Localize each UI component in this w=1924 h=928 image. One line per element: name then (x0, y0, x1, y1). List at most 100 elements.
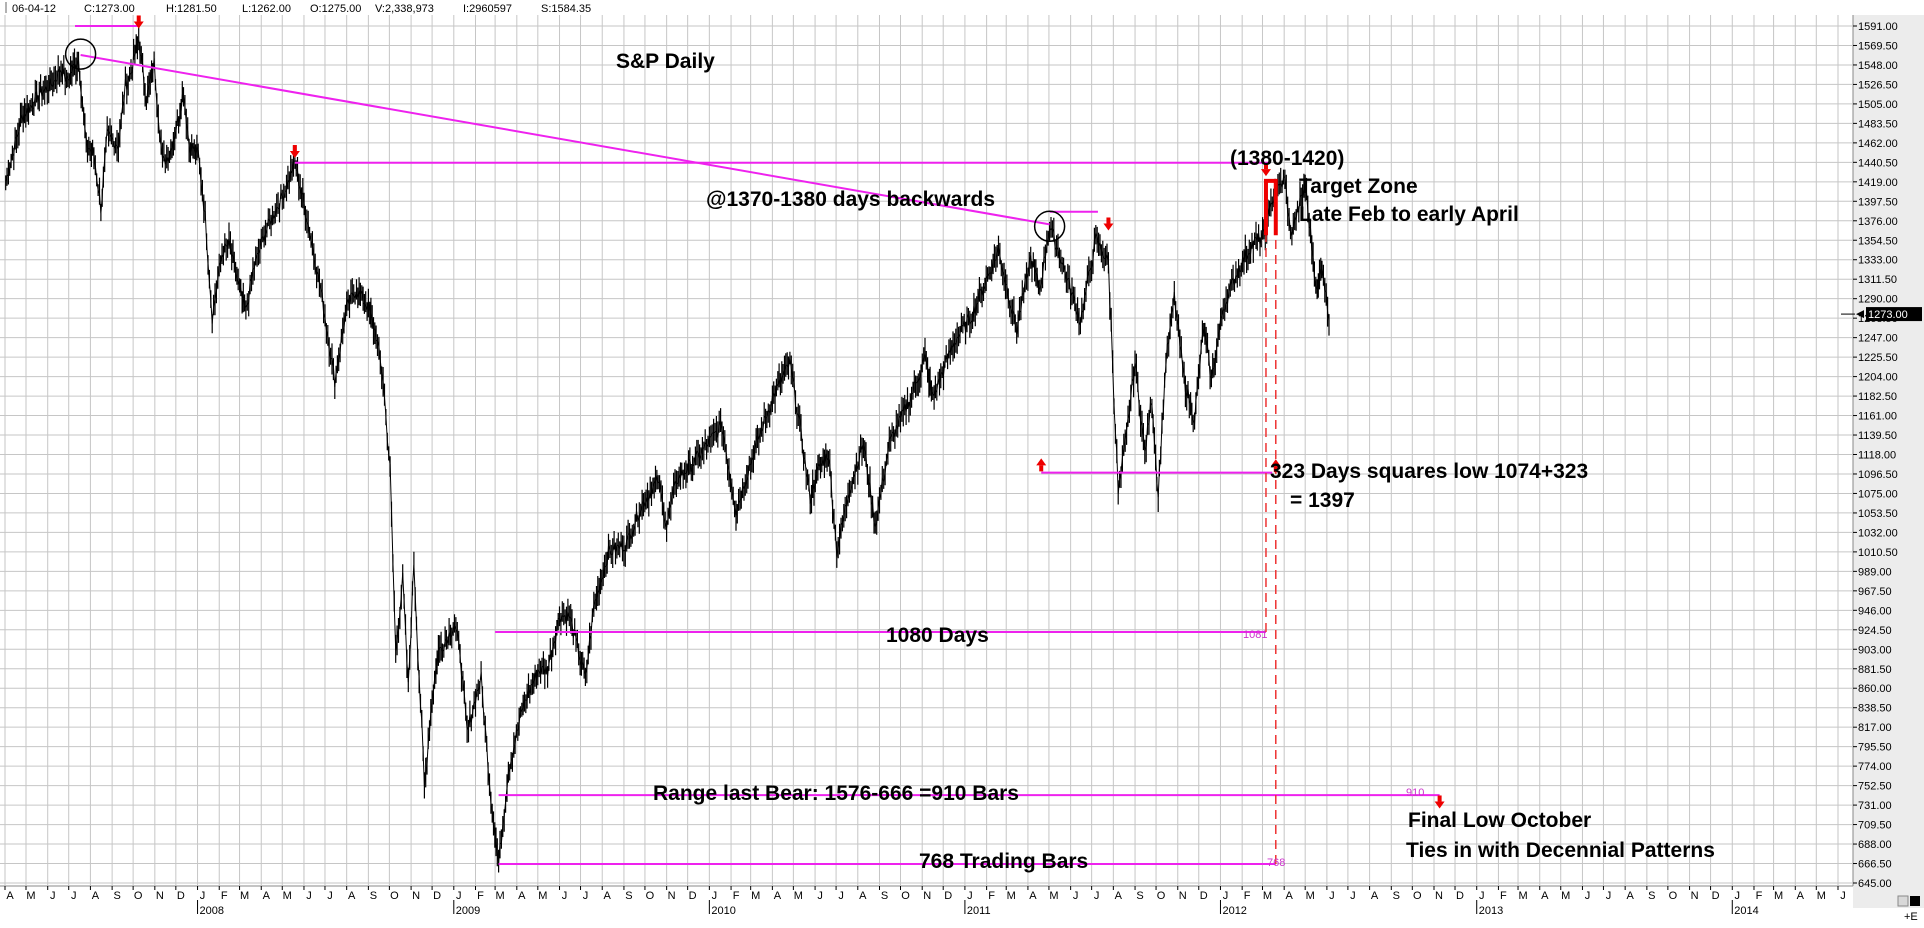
month-tick-label: N (1435, 890, 1443, 902)
year-tick-label: 2012 (1222, 905, 1246, 917)
month-tick-label: F (1244, 890, 1251, 902)
price-axis: 1591.00 1569.50 1548.00 1526.50 1505.00 1483.… (1853, 21, 1898, 890)
month-tick-label: A (774, 890, 782, 902)
month-tick-label: J (1585, 890, 1591, 902)
annotation-target-zone: Target Zone (1299, 175, 1418, 198)
month-tick-label: D (1456, 890, 1464, 902)
month-tick-label: F (733, 890, 740, 902)
month-tick-label: A (1626, 890, 1634, 902)
price-tick-label: 645.00 (1858, 878, 1892, 890)
markers (64, 15, 1855, 809)
price-tick-label: 1075.00 (1858, 488, 1898, 500)
month-tick-label: A (6, 890, 14, 902)
year-tick-label: 2008 (200, 905, 224, 917)
annotation-323-days: 323 Days squares low 1074+323 (1270, 460, 1588, 483)
month-tick-label: A (1115, 890, 1123, 902)
month-tick-label: F (477, 890, 484, 902)
month-tick-label: A (1286, 890, 1294, 902)
price-tick-label: 1204.00 (1858, 372, 1898, 384)
month-tick-label: N (156, 890, 164, 902)
year-tick-label: 2011 (967, 905, 991, 917)
circle-marker (64, 38, 97, 70)
scroll-right-icon[interactable] (1910, 896, 1920, 906)
price-tick-label: 946.00 (1858, 605, 1892, 617)
annotation-texts: @1370-1380 days backwards (1380-1420) Ta… (653, 147, 1715, 873)
month-tick-label: O (390, 890, 399, 902)
last-price-marker: 1273.00 (1856, 307, 1922, 322)
annotation-910: 910 (1406, 787, 1424, 799)
month-tick-label: S (1648, 890, 1655, 902)
down-arrow-icon (1260, 163, 1271, 177)
month-tick-label: J (50, 890, 56, 902)
price-tick-label: 709.50 (1858, 820, 1892, 832)
month-tick-label: M (1263, 890, 1272, 902)
month-tick-label: O (1413, 890, 1422, 902)
price-tick-label: 1010.50 (1858, 547, 1898, 559)
price-tick-label: 666.50 (1858, 859, 1892, 871)
header-high: H:1281.50 (166, 3, 217, 15)
month-tick-label: N (668, 890, 676, 902)
month-tick-label: J (1223, 890, 1229, 902)
month-tick-label: A (604, 890, 612, 902)
month-tick-label: M (1561, 890, 1570, 902)
price-tick-label: 774.00 (1858, 761, 1892, 773)
price-tick-label: 731.00 (1858, 800, 1892, 812)
grid (0, 15, 1853, 886)
price-tick-label: 1032.00 (1858, 527, 1898, 539)
year-tick-label: 2010 (711, 905, 735, 917)
annotation-768: 768 (1267, 857, 1285, 869)
price-tick-label: 1139.50 (1858, 430, 1897, 442)
month-tick-label: J (1840, 890, 1846, 902)
header-date: 06-04-12 (12, 3, 56, 15)
scroll-left-icon[interactable] (1897, 895, 1909, 907)
price-tick-label: 1118.00 (1858, 450, 1896, 462)
annotation-range-1380-1420: (1380-1420) (1230, 147, 1344, 170)
month-tick-label: D (944, 890, 952, 902)
price-tick-label: 1053.50 (1858, 508, 1898, 520)
price-tick-label: 1526.50 (1858, 79, 1898, 91)
month-tick-label: J (456, 890, 462, 902)
year-tick-label: 2009 (456, 905, 480, 917)
month-tick-label: M (1774, 890, 1783, 902)
price-tick-label: 1569.50 (1858, 40, 1898, 52)
price-tick-label: 1376.00 (1858, 216, 1898, 228)
month-tick-label: N (1691, 890, 1699, 902)
annotation-lines (75, 25, 1440, 865)
header-open: O:1275.00 (310, 3, 361, 15)
annotation-late-feb: Late Feb to early April (1299, 203, 1519, 226)
month-tick-label: J (1329, 890, 1335, 902)
month-tick-label: S (881, 890, 888, 902)
annotation-decennial: Ties in with Decennial Patterns (1406, 839, 1715, 862)
circle-marker (1033, 210, 1066, 242)
month-tick-label: A (348, 890, 356, 902)
month-tick-label: A (1797, 890, 1805, 902)
month-tick-label: J (71, 890, 77, 902)
chart-title: S&P Daily (616, 50, 715, 73)
annotation-backwards: @1370-1380 days backwards (706, 188, 995, 211)
month-tick-label: M (240, 890, 249, 902)
month-tick-label: A (263, 890, 271, 902)
price-tick-label: 795.50 (1858, 742, 1892, 754)
month-tick-label: J (1094, 890, 1100, 902)
month-tick-label: O (901, 890, 910, 902)
month-tick-label: A (1541, 890, 1549, 902)
header-low: L:1262.00 (242, 3, 291, 15)
price-tick-label: 838.50 (1858, 703, 1892, 715)
price-tick-label: 1462.00 (1858, 138, 1898, 150)
month-tick-label: J (838, 890, 844, 902)
header-s-value: S:1584.35 (541, 3, 591, 15)
month-tick-label: M (794, 890, 803, 902)
month-tick-label: J (306, 890, 312, 902)
month-tick-label: J (200, 890, 206, 902)
month-tick-label: D (1712, 890, 1720, 902)
price-line (5, 39, 1330, 864)
price-tick-label: 1440.50 (1858, 157, 1898, 169)
price-tick-label: 1333.00 (1858, 255, 1898, 267)
month-tick-label: M (751, 890, 760, 902)
zoom-icon[interactable]: +E (1904, 911, 1918, 923)
month-tick-label: F (988, 890, 995, 902)
month-tick-label: F (1500, 890, 1507, 902)
month-tick-label: J (817, 890, 823, 902)
